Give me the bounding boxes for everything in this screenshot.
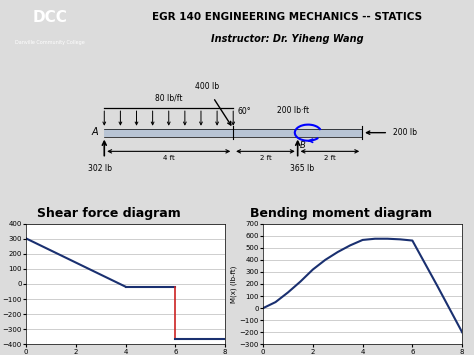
Text: 400 lb: 400 lb bbox=[195, 82, 219, 91]
Text: 4 ft: 4 ft bbox=[163, 155, 174, 161]
Text: EGR 140 ENGINEERING MECHANICS -- STATICS: EGR 140 ENGINEERING MECHANICS -- STATICS bbox=[152, 11, 422, 22]
Y-axis label: M(x) (lb-ft): M(x) (lb-ft) bbox=[230, 265, 237, 303]
Text: 200 lb: 200 lb bbox=[393, 127, 417, 137]
Text: A: A bbox=[92, 127, 99, 137]
Text: B: B bbox=[300, 141, 306, 150]
Text: 200 lb·ft: 200 lb·ft bbox=[277, 106, 309, 115]
Text: Bending moment diagram: Bending moment diagram bbox=[250, 207, 432, 219]
Text: 302 lb: 302 lb bbox=[88, 164, 111, 173]
Text: 60°: 60° bbox=[237, 106, 251, 116]
Text: Shear force diagram: Shear force diagram bbox=[37, 207, 181, 219]
Text: 80 lb/ft: 80 lb/ft bbox=[155, 93, 182, 103]
Text: 2 ft: 2 ft bbox=[324, 155, 336, 161]
Text: Danville Community College: Danville Community College bbox=[15, 40, 85, 45]
Text: 2 ft: 2 ft bbox=[260, 155, 271, 161]
Text: 365 lb: 365 lb bbox=[291, 164, 314, 173]
Text: DCC: DCC bbox=[33, 10, 67, 25]
Text: Instructor: Dr. Yiheng Wang: Instructor: Dr. Yiheng Wang bbox=[211, 33, 363, 44]
